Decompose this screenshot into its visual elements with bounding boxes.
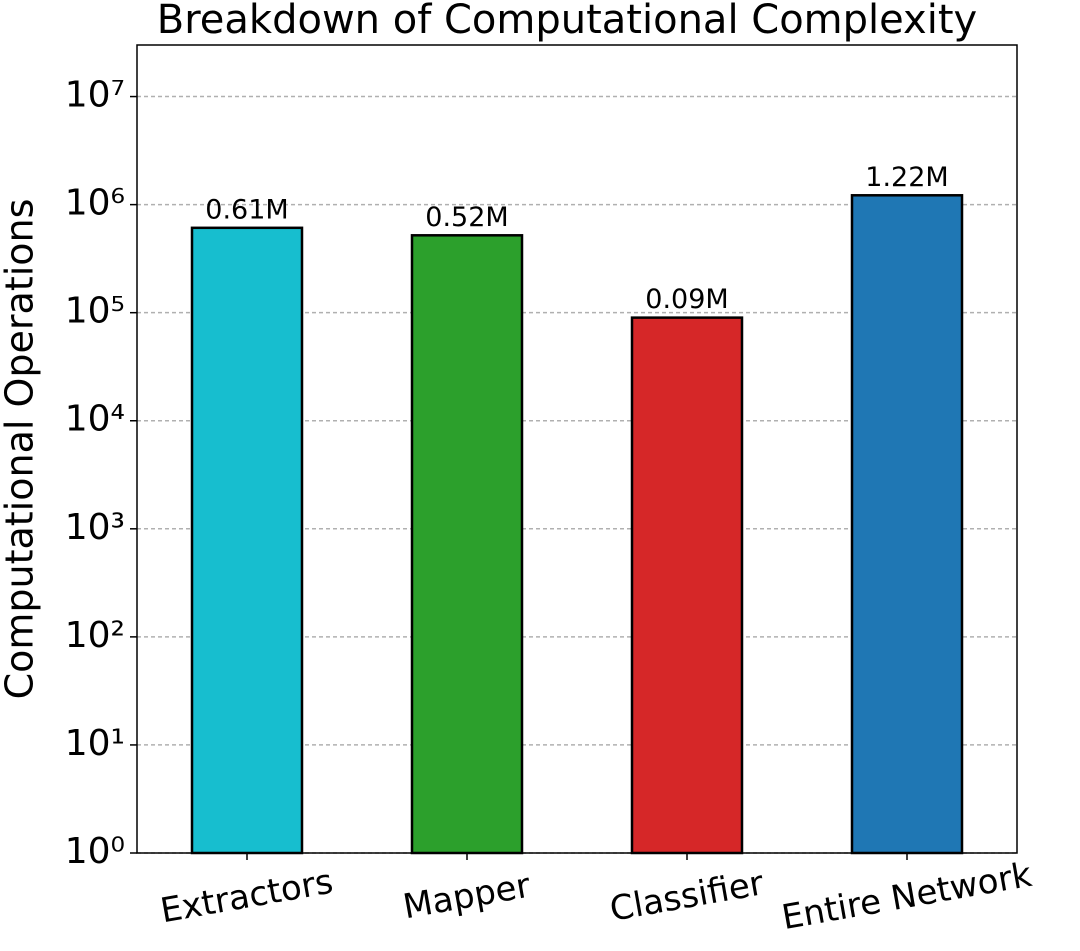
y-tick-label: 10⁴ bbox=[65, 399, 125, 440]
x-tick-label: Classifier bbox=[607, 863, 767, 929]
y-tick-label: 10⁷ bbox=[65, 75, 125, 116]
y-tick-label: 10³ bbox=[65, 507, 125, 548]
chart-title: Breakdown of Computational Complexity bbox=[157, 0, 977, 43]
y-axis-label: Computational Operations bbox=[0, 199, 42, 700]
bar bbox=[190, 226, 304, 855]
y-tick-label: 10⁰ bbox=[65, 831, 125, 872]
x-tick-label: Mapper bbox=[400, 866, 533, 928]
x-tick-label: Extractors bbox=[157, 862, 336, 932]
value-label: 0.52M bbox=[425, 202, 508, 233]
bar bbox=[410, 234, 524, 855]
x-tick-label: Entire Network bbox=[779, 855, 1035, 938]
y-tick-label: 10⁶ bbox=[65, 183, 125, 224]
bar bbox=[850, 194, 964, 855]
value-label: 0.09M bbox=[645, 284, 728, 315]
bar bbox=[630, 316, 744, 855]
value-label: 0.61M bbox=[205, 194, 288, 225]
value-label: 1.22M bbox=[865, 162, 948, 193]
plot-frame bbox=[136, 44, 1018, 854]
y-tick-label: 10¹ bbox=[65, 723, 125, 764]
y-tick-label: 10⁵ bbox=[65, 291, 125, 332]
y-tick-label: 10² bbox=[65, 615, 125, 656]
